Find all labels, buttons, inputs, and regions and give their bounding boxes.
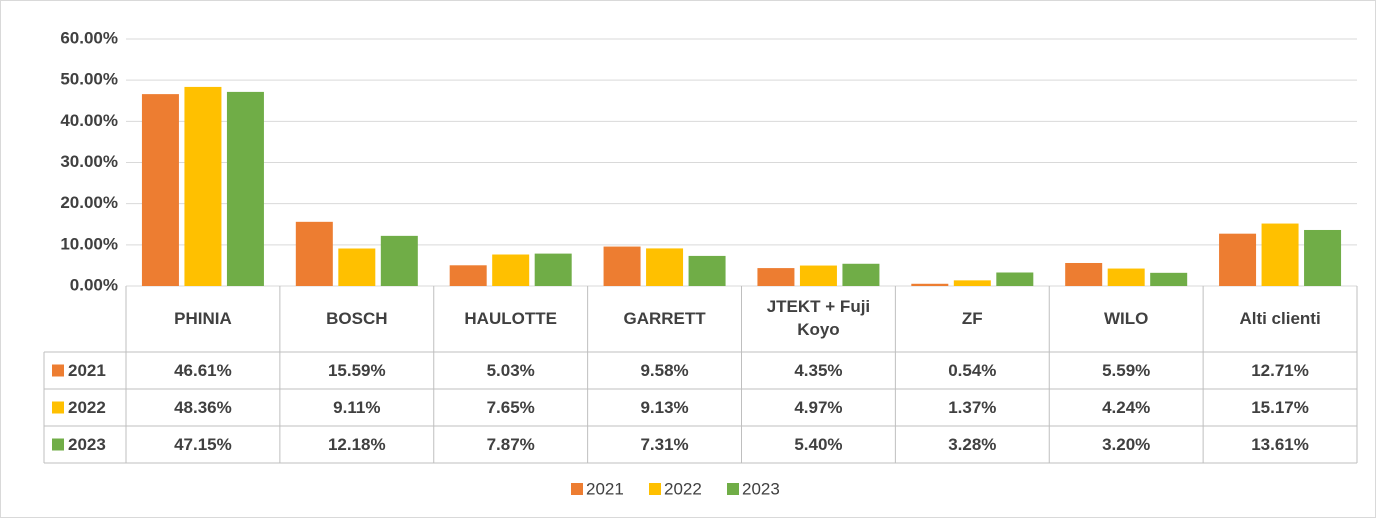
table-value: 4.35% bbox=[794, 361, 842, 380]
table-value: 0.54% bbox=[948, 361, 996, 380]
table-value: 47.15% bbox=[174, 435, 232, 454]
bar bbox=[603, 246, 641, 286]
legend-label: 2023 bbox=[742, 479, 780, 498]
bar bbox=[911, 283, 949, 286]
x-tick-label-box: ZF bbox=[961, 308, 983, 328]
y-tick-label: 10.00% bbox=[60, 234, 118, 253]
table-value: 9.11% bbox=[333, 398, 380, 417]
legend-swatch bbox=[727, 483, 739, 495]
table-value: 9.13% bbox=[640, 398, 688, 417]
x-tick-label-box: JTEKT + Fuji Koyo bbox=[766, 297, 871, 339]
x-tick-label-box: Alti clienti bbox=[1239, 308, 1321, 328]
x-tick-label: ZF bbox=[961, 308, 983, 328]
legend-label: 2022 bbox=[664, 479, 702, 498]
x-tick-label: HAULOTTE bbox=[464, 308, 557, 328]
legend-swatch bbox=[649, 483, 661, 495]
x-tick-label: PHINIA bbox=[174, 308, 232, 328]
bar bbox=[799, 265, 837, 286]
table-value: 4.24% bbox=[1102, 398, 1150, 417]
row-label: 2023 bbox=[68, 435, 106, 454]
bar bbox=[646, 248, 684, 286]
x-tick-label: WILO bbox=[1103, 308, 1149, 328]
table-value: 5.59% bbox=[1102, 361, 1150, 380]
x-tick-label-box: WILO bbox=[1103, 308, 1149, 328]
bar bbox=[1261, 223, 1299, 286]
row-label: 2022 bbox=[68, 398, 106, 417]
bar bbox=[842, 263, 880, 286]
table-value: 48.36% bbox=[174, 398, 232, 417]
x-tick-label: JTEKT + Fuji Koyo bbox=[766, 297, 871, 339]
bar bbox=[338, 248, 376, 286]
table-value: 7.31% bbox=[640, 435, 688, 454]
bar bbox=[449, 265, 487, 286]
bar bbox=[996, 272, 1034, 286]
table-value: 15.17% bbox=[1251, 398, 1309, 417]
table-value: 15.59% bbox=[328, 361, 386, 380]
bar bbox=[295, 221, 333, 286]
table-value: 3.20% bbox=[1102, 435, 1150, 454]
y-tick-label: 60.00% bbox=[60, 28, 118, 47]
y-tick-label: 50.00% bbox=[60, 70, 118, 89]
x-tick-label: BOSCH bbox=[326, 308, 388, 328]
legend-key bbox=[52, 401, 64, 414]
table-value: 46.61% bbox=[174, 361, 232, 380]
bar bbox=[534, 253, 572, 286]
y-tick-label: 20.00% bbox=[60, 193, 118, 212]
x-tick-label-box: HAULOTTE bbox=[464, 308, 557, 328]
y-tick-label: 40.00% bbox=[60, 111, 118, 130]
bar bbox=[1107, 268, 1145, 286]
bar bbox=[1304, 229, 1342, 286]
table-value: 4.97% bbox=[794, 398, 842, 417]
table-value: 12.71% bbox=[1251, 361, 1309, 380]
bar bbox=[380, 235, 418, 286]
legend-label: 2021 bbox=[586, 479, 624, 498]
table-value: 9.58% bbox=[640, 361, 688, 380]
bar bbox=[688, 255, 726, 286]
bar bbox=[1219, 233, 1257, 286]
bar bbox=[757, 268, 795, 286]
y-tick-label: 30.00% bbox=[60, 152, 118, 171]
bar bbox=[492, 254, 530, 286]
x-tick-label: GARRETT bbox=[623, 308, 706, 328]
bar bbox=[226, 91, 264, 286]
table-value: 1.37% bbox=[948, 398, 996, 417]
table-value: 13.61% bbox=[1251, 435, 1309, 454]
table-value: 7.65% bbox=[487, 398, 535, 417]
table-value: 5.40% bbox=[794, 435, 842, 454]
x-tick-label-box: PHINIA bbox=[174, 308, 232, 328]
legend-key bbox=[52, 438, 64, 451]
bar bbox=[953, 280, 991, 286]
table-value: 7.87% bbox=[487, 435, 535, 454]
bar bbox=[1150, 272, 1188, 286]
table-value: 12.18% bbox=[328, 435, 386, 454]
x-tick-label: Alti clienti bbox=[1239, 308, 1321, 328]
bar bbox=[1065, 262, 1103, 286]
bar bbox=[141, 94, 179, 287]
legend-key bbox=[52, 364, 64, 377]
x-tick-label-box: BOSCH bbox=[326, 308, 388, 328]
table-value: 3.28% bbox=[948, 435, 996, 454]
x-tick-label-box: GARRETT bbox=[623, 308, 706, 328]
legend-swatch bbox=[571, 483, 583, 495]
row-label: 2021 bbox=[68, 361, 106, 380]
table-value: 5.03% bbox=[487, 361, 535, 380]
y-tick-label: 0.00% bbox=[70, 275, 118, 294]
bar bbox=[184, 86, 222, 286]
